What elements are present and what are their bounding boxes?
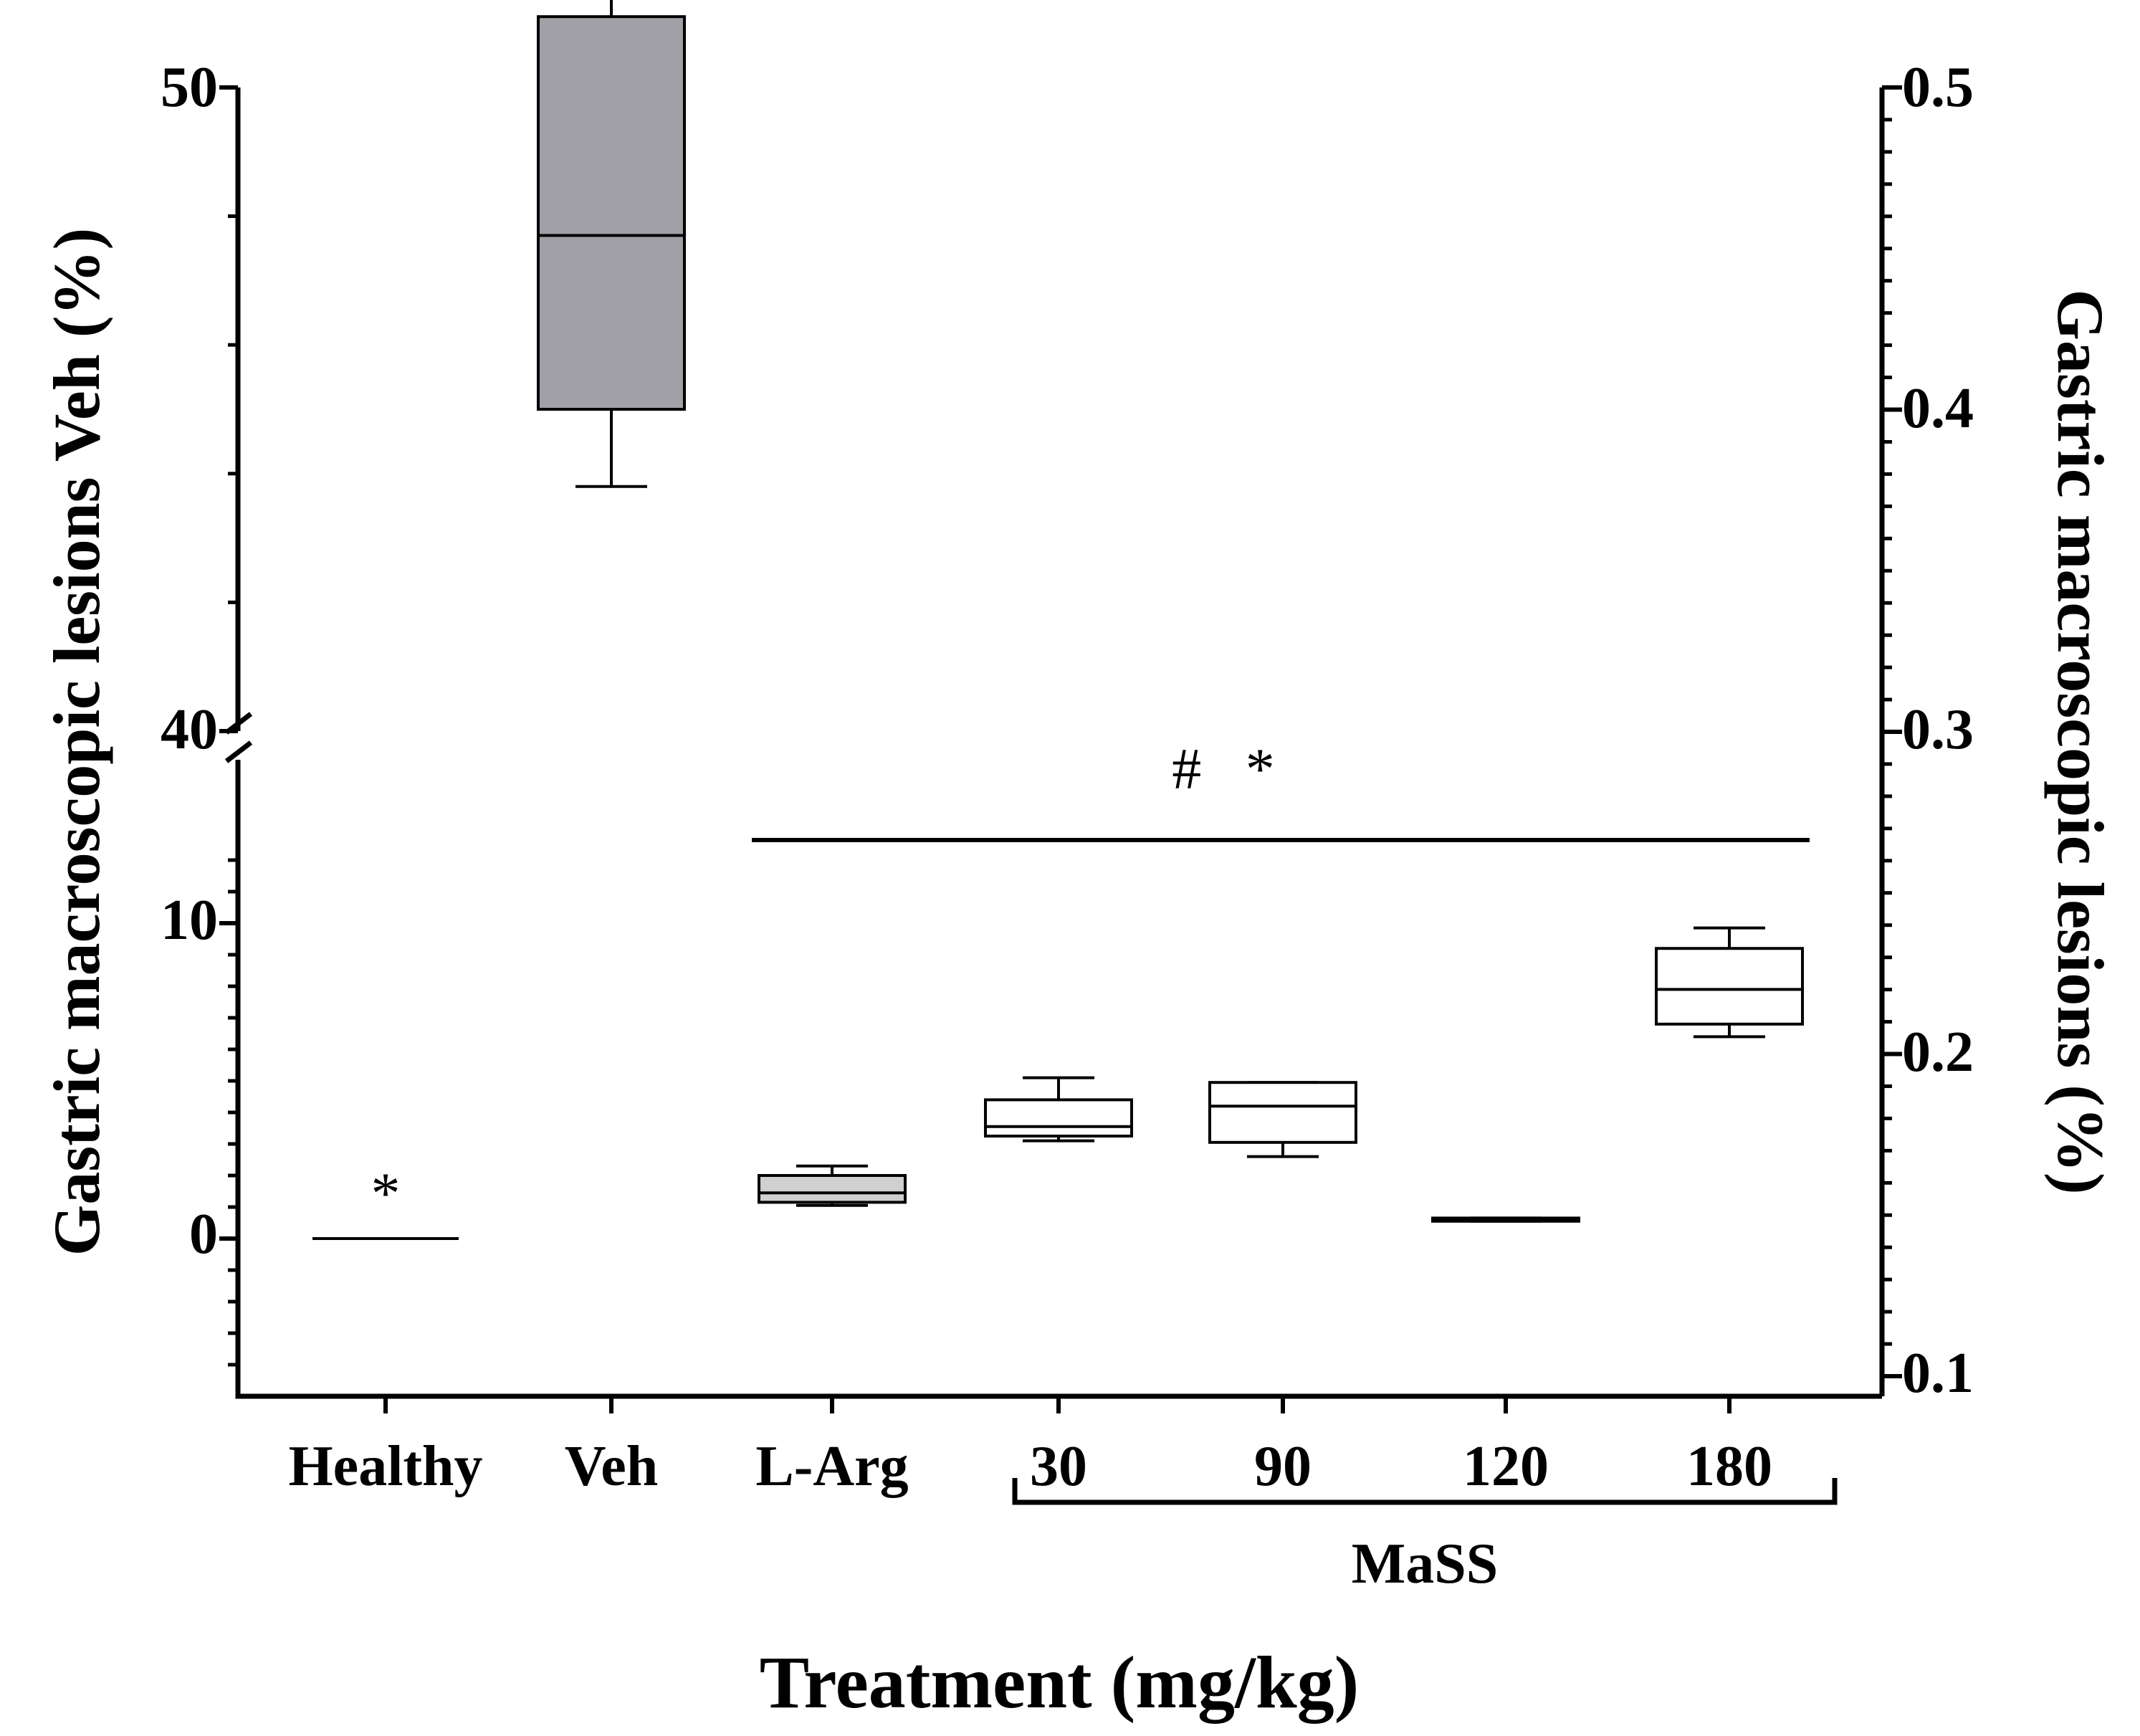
box-body-90 [1208,1081,1357,1144]
category-label-veh: Veh [565,1435,658,1498]
annotation-healthy: * [371,1160,401,1226]
left-tick-label-0: 0 [189,1203,218,1266]
category-label-90: 90 [1254,1435,1312,1498]
axis-break-mark-2 [224,740,253,763]
box-veh [537,0,686,488]
x-axis-title: Treatment (mg/kg) [760,1641,1360,1724]
right-tick-label-0.5: 0.5 [1902,56,1974,119]
group-significance-label: # * [1172,736,1275,801]
left-axis-title: Gastric macroscopic lesions Veh (%) [40,228,113,1256]
right-tick-label-0.3: 0.3 [1902,698,1974,761]
box-l-arg [758,1164,907,1207]
annotations: *## * [371,736,1810,1226]
left-tick-label-10: 10 [161,889,218,952]
mass-group-bracket [1012,1478,1838,1505]
box-120 [1431,1216,1580,1223]
category-label-l-arg: L-Arg [755,1435,908,1498]
right-tick-label-0.2: 0.2 [1902,1021,1974,1084]
right-axis-ticks [1882,85,1902,1378]
left-axis-lower-line [235,760,1882,1399]
box-body-veh [537,15,686,411]
right-tick-label-0.4: 0.4 [1902,377,1974,440]
right-tick-label-0.1: 0.1 [1902,1342,1974,1405]
box-series [312,0,1804,1240]
category-label-30: 30 [1030,1435,1087,1498]
left-tick-label-50: 50 [161,56,218,119]
box-180 [1655,926,1804,1039]
left-axis-ticks [219,85,238,1367]
category-label-healthy: Healthy [288,1435,482,1498]
right-axis-title: Gastric macroscopic lesions (%) [2044,289,2117,1194]
box-body-l-arg [758,1174,907,1204]
mass-group-label: MaSS [1352,1532,1499,1596]
box-body-30 [984,1098,1133,1138]
box-90 [1208,1081,1357,1158]
left-tick-label-40: 40 [161,698,218,761]
category-label-180: 180 [1686,1435,1772,1498]
box-30 [984,1076,1133,1143]
box-body-180 [1655,947,1804,1026]
category-label-120: 120 [1463,1435,1549,1498]
x-axis-ticks [383,1396,1731,1413]
